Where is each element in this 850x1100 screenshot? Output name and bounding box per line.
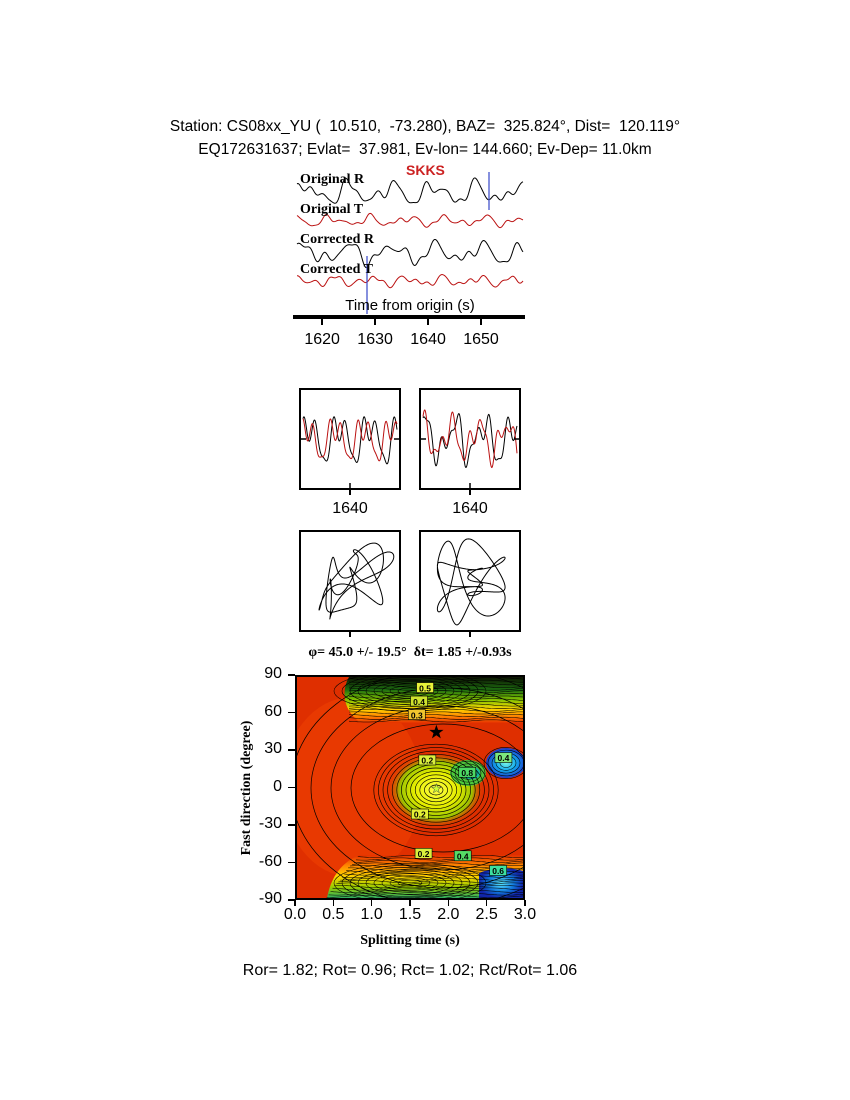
trace-corrected_t [296,274,524,289]
minimum-star [430,782,442,794]
fast-direction-tick-mark [288,711,295,714]
svg-text:0.4: 0.4 [413,697,425,707]
contour-label-chip: 0.5 [416,682,434,693]
contour-label-chip: 0.3 [407,709,426,720]
splitting-time-tick-label: 0.5 [322,906,345,923]
particle-motion-original-plot [318,542,395,620]
fast-direction-tick-mark [288,899,295,901]
phase-label: SKKS [406,162,445,178]
svg-text:0.2: 0.2 [418,849,430,859]
svg-text:0.2: 0.2 [414,810,426,820]
pm-box-left-tick-mark [349,632,351,637]
time-tick-label: 1630 [357,331,393,348]
splitting-time-tick-mark [332,900,335,906]
time-tick-label: 1640 [410,331,446,348]
seismogram-traces [296,172,524,314]
trace-label-original-r: Original R [300,172,365,187]
trace-corrected_r [296,238,524,269]
splitting-time-tick-mark [370,900,373,906]
pm-box-right-tick-mark [469,632,471,637]
time-tick-label: 1620 [304,331,340,348]
fast-direction-tick-label: 90 [264,665,282,682]
contour-label-chip: 0.2 [414,848,433,859]
splitting-time-tick-label: 3.0 [513,906,537,923]
windowed-waveforms-left-panel [299,388,401,490]
contour-label-chip: 0.2 [410,808,429,820]
fast-direction-tick-mark [288,824,295,826]
particle-motion-curve [436,538,506,626]
svg-text:0.4: 0.4 [497,753,509,763]
windowed-waveforms-left-plot [301,416,399,488]
svg-text:0.3: 0.3 [411,710,423,720]
splitting-time-tick-mark [294,900,296,906]
fast-direction-tick-mark [288,749,295,751]
time-tick-mark [480,319,482,325]
trace-original_t [296,212,524,229]
time-tick-mark [321,319,323,325]
fast-direction-tick-label: -30 [258,815,282,832]
splitting-time-tick-mark [524,900,526,906]
window-trace-r [422,413,518,469]
goodness-stats: Ror= 1.82; Rot= 0.96; Rct= 1.02; Rct/Rot… [242,962,578,979]
time-axis-label: Time from origin (s) [345,297,475,314]
contour-label-chip: 0.6 [489,865,507,876]
error-surface-contours: 0.5 0.4 0.3 0.2 0.8 0.4 0.2 0.2 0.4 0.6 [297,677,523,898]
contour-label-chip: 0.8 [458,766,477,778]
windowed-waveforms-right-panel [419,388,521,490]
trace-original_r [296,177,524,204]
error-surface-title: φ= 45.0 +/- 19.5° δt= 1.85 +/-0.93s [308,645,512,660]
svg-text:0.4: 0.4 [457,851,469,861]
window-box-right-tick-mark [469,490,471,495]
particle-motion-corrected-panel [419,530,521,632]
fast-direction-tick-mark [288,786,295,789]
contour-label-chip: 0.4 [494,752,513,763]
error-surface-plot: 0.5 0.4 0.3 0.2 0.8 0.4 0.2 0.2 0.4 0.6 [295,675,525,900]
splitting-time-tick-label: 2.0 [437,906,460,923]
particle-motion-curve [318,542,395,620]
svg-text:0.5: 0.5 [419,683,431,693]
time-tick-label: 1650 [463,331,499,348]
fast-direction-tick-label: 30 [264,740,282,757]
splitting-time-tick-mark [447,900,450,906]
svg-text:0.2: 0.2 [421,756,433,766]
window-trace-t [422,409,518,469]
trace-label-corrected-r: Corrected R [300,232,374,247]
splitting-time-tick-label: 1.5 [398,906,422,923]
window-time-tick-right: 1640 [452,500,488,517]
splitting-time-tick-label: 1.0 [360,906,383,923]
fast-direction-tick-label: -90 [258,890,282,907]
event-info-line: EQ172631637; Evlat= 37.981, Ev-lon= 144.… [198,141,652,158]
time-tick-mark [374,319,376,325]
fast-direction-tick-mark [288,674,295,676]
fast-direction-tick-label: 60 [264,702,282,720]
windowed-waveforms-right-plot [421,409,519,488]
splitting-time-axis-label: Splitting time (s) [360,933,460,948]
svg-text:0.6: 0.6 [492,866,504,876]
time-tick-mark [427,319,429,325]
time-axis-line [293,315,525,319]
trace-label-original-t: Original T [300,202,364,217]
splitting-time-tick-label: 0.0 [283,906,307,923]
contour-label-chip: 0.4 [410,695,428,707]
window-time-tick-left: 1640 [332,500,368,517]
fast-direction-tick-label: 0 [273,777,282,795]
splitting-time-tick-mark [485,900,488,906]
contour-label-chip: 0.2 [418,754,437,766]
station-info-line: Station: CS08xx_YU ( 10.510, -73.280), B… [169,118,681,135]
window-box-left-tick-mark [349,490,351,495]
best-fit-star [429,724,444,739]
trace-label-corrected-t: Corrected T [300,262,373,277]
svg-text:0.8: 0.8 [461,768,473,778]
particle-motion-original-panel [299,530,401,632]
contour-label-chip: 0.4 [453,850,472,861]
particle-motion-corrected-plot [436,538,506,626]
fast-direction-tick-label: -60 [258,852,282,870]
splitting-time-tick-label: 2.5 [475,906,498,923]
splitting-time-tick-mark [409,900,411,906]
fast-direction-tick-mark [288,861,295,864]
window-trace-t [302,418,398,462]
